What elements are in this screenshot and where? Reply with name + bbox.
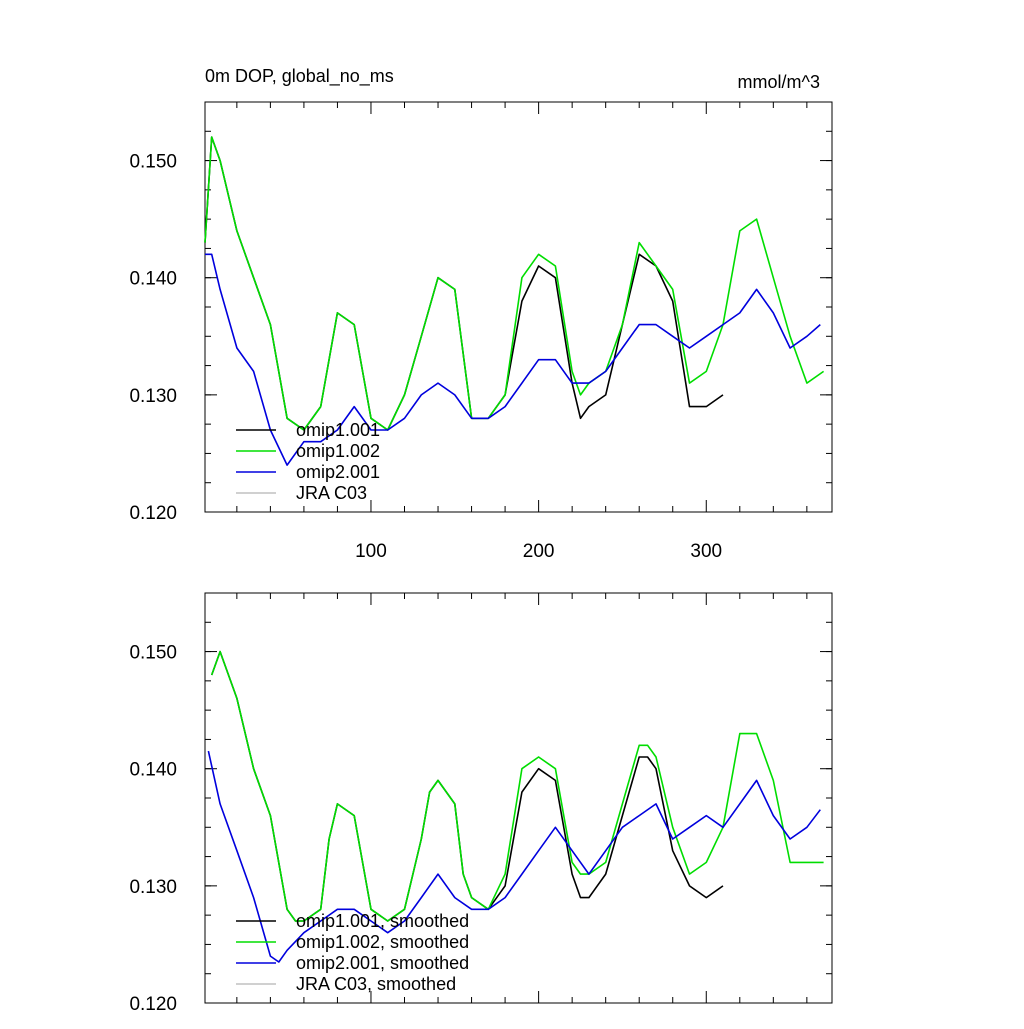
units-label: mmol/m^3 xyxy=(738,72,820,92)
chart-title: 0m DOP, global_no_ms xyxy=(205,66,394,87)
series-line-omip1-002 xyxy=(204,136,825,431)
legend-label: omip1.001 xyxy=(296,420,380,440)
y-tick-label: 0.140 xyxy=(129,269,177,290)
y-tick-label: 0.150 xyxy=(129,643,177,664)
y-tick-label: 0.120 xyxy=(129,994,177,1015)
top-panel: 0m DOP, global_no_ms mmol/m^3 0.120 0.130… xyxy=(129,66,833,562)
y-tick-label: 0.120 xyxy=(129,503,177,524)
legend-label: omip2.001 xyxy=(296,462,380,482)
legend-label: omip2.001, smoothed xyxy=(296,953,469,973)
y-tick-label: 0.130 xyxy=(129,386,177,407)
legend-label: JRA C03 xyxy=(296,483,367,503)
x-tick-label: 200 xyxy=(523,541,555,562)
legend-label: omip1.002, smoothed xyxy=(296,932,469,952)
legend-label: JRA C03, smoothed xyxy=(296,974,456,994)
x-tick-label: 300 xyxy=(690,541,722,562)
series-line-omip1-002-smoothed xyxy=(210,650,824,922)
y-tick-label: 0.150 xyxy=(129,152,177,173)
series-line-omip2-001 xyxy=(205,253,821,466)
legend-label: omip1.001, smoothed xyxy=(296,911,469,931)
y-tick-label: 0.140 xyxy=(129,760,177,781)
series-line-omip2-001-smoothed xyxy=(207,750,821,963)
x-tick-label: 100 xyxy=(355,541,387,562)
legend-label: omip1.002 xyxy=(296,441,380,461)
y-tick-label: 0.130 xyxy=(129,877,177,898)
